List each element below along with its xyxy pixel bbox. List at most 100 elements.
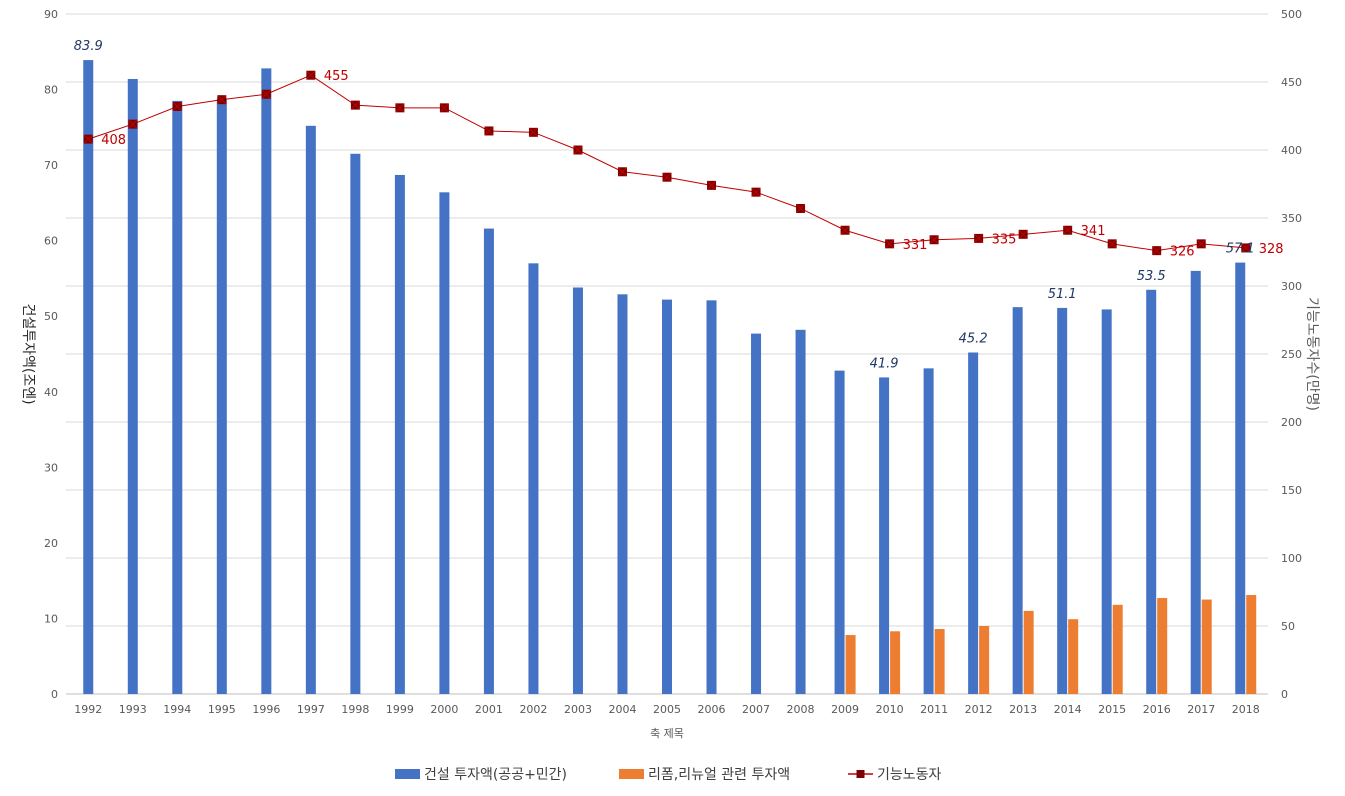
line-data-label: 341	[1081, 224, 1106, 239]
workers-marker	[439, 103, 449, 113]
data-labels: 83.9 41.9 45.2 51.1 53.5 57.1 408 455 331 335 341 3…	[74, 39, 1284, 371]
workers-marker	[306, 70, 316, 80]
workers-marker	[83, 134, 93, 144]
x-tick-label: 2016	[1143, 703, 1171, 716]
workers-marker	[707, 180, 717, 190]
reform-investment-bar	[1023, 610, 1034, 694]
workers-marker	[796, 203, 806, 213]
x-tick-label: 1998	[341, 703, 369, 716]
line-data-label: 408	[101, 133, 126, 148]
construction-investment-bar	[1146, 289, 1157, 694]
construction-investment-bar	[834, 370, 845, 694]
legend-marker	[856, 770, 865, 778]
construction-investment-bar	[1101, 309, 1112, 694]
construction-investment-bar	[394, 174, 405, 694]
line-data-label: 328	[1259, 242, 1284, 257]
workers-marker	[974, 233, 984, 243]
construction-investment-bar	[439, 192, 450, 695]
construction-investment-bar	[216, 98, 227, 695]
bars	[83, 60, 1257, 695]
construction-investment-bar	[350, 153, 361, 694]
legend-swatch	[619, 769, 644, 779]
x-tick-label: 2013	[1009, 703, 1037, 716]
construction-investment-bar	[879, 377, 890, 694]
axis-ticks: 0 10 20 30 40 50 60 70 80 90 0 50 100 150 200 250 300 350…	[44, 8, 1302, 716]
construction-investment-bar	[1012, 307, 1023, 694]
reform-investment-bar	[1112, 604, 1123, 694]
y-tick-label: 90	[44, 8, 58, 21]
x-tick-label: 2001	[475, 703, 503, 716]
x-tick-label: 2004	[608, 703, 636, 716]
reform-investment-bar	[1201, 599, 1212, 694]
y-tick-label: 10	[44, 612, 58, 625]
construction-investment-bar	[172, 100, 183, 694]
bar-data-label: 53.5	[1137, 269, 1166, 284]
x-tick-label: 2003	[564, 703, 592, 716]
x-tick-label: 2014	[1054, 703, 1082, 716]
reform-investment-bar	[979, 626, 990, 694]
workers-marker	[1063, 225, 1073, 235]
x-tick-label: 2011	[920, 703, 948, 716]
workers-marker	[350, 100, 360, 110]
bar-data-label: 45.2	[959, 331, 988, 346]
construction-investment-bar	[305, 125, 316, 695]
y2-tick-label: 50	[1281, 620, 1295, 633]
legend-label: 기능노동자	[877, 767, 942, 783]
legend-item: 건설 투자액(공공+민간)	[395, 767, 567, 783]
x-tick-label: 2008	[787, 703, 815, 716]
x-tick-label: 2002	[519, 703, 547, 716]
reform-investment-bar	[1246, 595, 1257, 694]
workers-marker	[128, 119, 138, 129]
line-data-label: 331	[903, 238, 928, 253]
construction-investment-bar	[706, 300, 717, 694]
legend-label: 건설 투자액(공공+민간)	[424, 767, 567, 783]
construction-investment-bar	[83, 60, 94, 695]
y2-tick-label: 200	[1281, 416, 1302, 429]
x-tick-label: 1995	[208, 703, 236, 716]
x-tick-label: 1992	[74, 703, 102, 716]
construction-investment-bar	[483, 228, 494, 695]
legend-item: 리폼,리뉴얼 관련 투자액	[619, 767, 790, 783]
workers-marker	[573, 145, 583, 155]
x-tick-label: 2006	[698, 703, 726, 716]
reform-investment-bar	[1068, 619, 1079, 694]
bar-data-label: 83.9	[74, 39, 103, 54]
reform-investment-bar	[934, 629, 945, 694]
y2-tick-label: 400	[1281, 144, 1302, 157]
construction-investment-bar	[1057, 307, 1068, 694]
x-tick-label: 2007	[742, 703, 770, 716]
construction-investment-bar	[968, 352, 979, 694]
construction-investment-bar	[127, 78, 138, 694]
construction-investment-bar	[923, 368, 934, 694]
y2-tick-label: 350	[1281, 212, 1302, 225]
x-tick-label: 2005	[653, 703, 681, 716]
workers-marker	[1196, 239, 1206, 249]
line-data-label: 455	[324, 69, 349, 84]
workers-marker	[1152, 246, 1162, 256]
legend-swatch	[395, 769, 420, 779]
legend-item: 기능노동자	[848, 767, 942, 783]
workers-marker	[617, 167, 627, 177]
x-tick-label: 2012	[965, 703, 993, 716]
construction-investment-bar	[1235, 262, 1246, 694]
workers-marker	[172, 101, 182, 111]
workers-marker	[1018, 229, 1028, 239]
y-tick-label: 20	[44, 537, 58, 550]
construction-investment-bar	[751, 333, 762, 694]
workers-marker	[929, 235, 939, 245]
y2-tick-label: 300	[1281, 280, 1302, 293]
bar-data-label: 57.1	[1226, 242, 1255, 257]
workers-marker	[528, 127, 538, 137]
y2-tick-label: 500	[1281, 8, 1302, 21]
reform-investment-bar	[1157, 598, 1168, 694]
construction-investment-bar	[261, 68, 272, 694]
y2-tick-label: 250	[1281, 348, 1302, 361]
x-tick-label: 2015	[1098, 703, 1126, 716]
y-axis-title: 건설투자액(조엔)	[20, 303, 36, 404]
reform-investment-bar	[890, 631, 901, 694]
construction-investment-bar	[795, 329, 806, 694]
construction-investment-bar	[528, 263, 539, 694]
workers-marker	[484, 126, 494, 136]
